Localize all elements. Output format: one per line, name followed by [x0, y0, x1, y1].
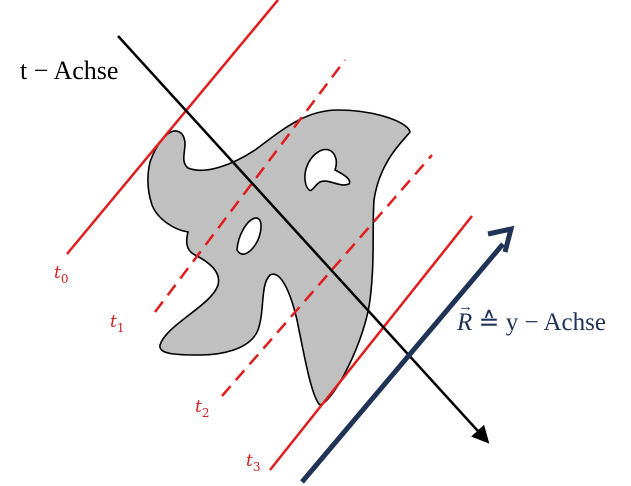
object-hole-lower — [236, 217, 262, 255]
time-line-t1 — [154, 59, 346, 313]
time-label-t0: t0 — [54, 263, 68, 286]
t-axis-label: t − Achse — [20, 56, 118, 85]
r-vector-arrow — [300, 225, 515, 484]
object-body — [147, 109, 411, 406]
r-vector-arrow-accent: → — [458, 299, 473, 315]
r-vector-symbol: R — [456, 309, 472, 336]
time-label-t3: t3 — [246, 451, 260, 474]
time-line-t2 — [221, 154, 433, 397]
time-line-t0 — [66, 0, 279, 255]
r-vector-shaft — [300, 242, 505, 484]
object-shape — [147, 109, 411, 406]
time-lines — [66, 0, 473, 471]
object-hole-upper — [304, 148, 351, 192]
time-label-t1: t1 — [110, 312, 124, 335]
r-vector-suffix: ≙ y − Achse — [479, 309, 606, 336]
r-vector-head — [487, 225, 515, 253]
r-vector-label: → R ≙ y − Achse — [456, 290, 606, 336]
time-line-t3 — [269, 215, 473, 471]
time-label-t2: t2 — [195, 397, 209, 420]
t-axis-arrow — [117, 35, 490, 444]
